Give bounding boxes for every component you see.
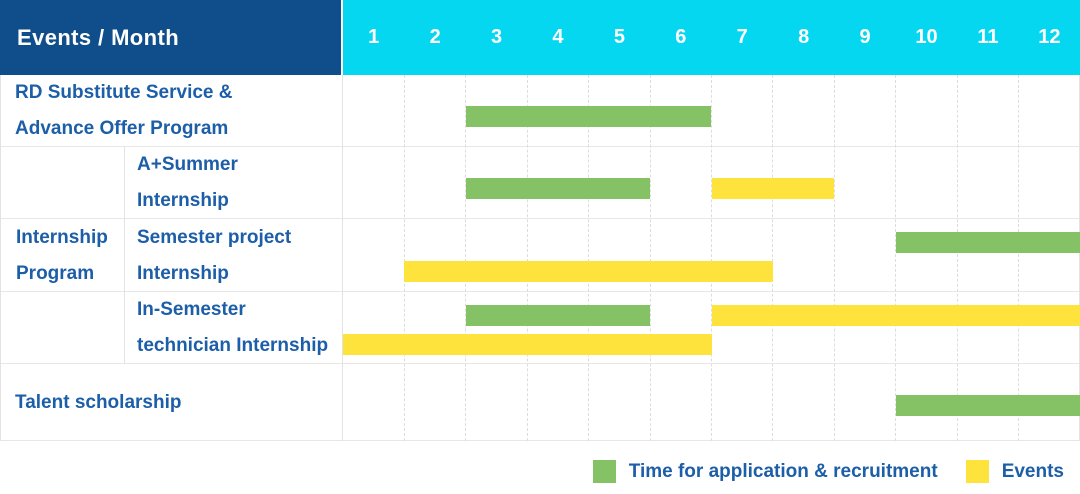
row-divider bbox=[0, 440, 1080, 441]
month-gridline bbox=[588, 75, 590, 441]
gantt-bar-application bbox=[465, 305, 651, 326]
row-label-line: Semester project bbox=[137, 226, 292, 248]
table-left-border bbox=[0, 75, 1, 441]
gantt-bar-events bbox=[404, 261, 773, 282]
row-label-line: Talent scholarship bbox=[15, 391, 182, 413]
row-label-line: A+Summer bbox=[137, 154, 238, 175]
row-divider bbox=[0, 363, 1080, 364]
row-divider bbox=[0, 146, 1080, 147]
month-gridline bbox=[649, 75, 651, 441]
legend-green-swatch bbox=[592, 460, 616, 483]
row-label-line: Internship bbox=[16, 226, 108, 248]
month-gridline bbox=[711, 75, 712, 441]
row-label: In-Semester technician Internship bbox=[124, 292, 343, 364]
group-column-divider bbox=[124, 147, 125, 364]
row-label-line: technician Internship bbox=[137, 335, 329, 356]
month-gridline bbox=[833, 75, 835, 441]
row-divider bbox=[0, 218, 1080, 219]
month-gridline bbox=[465, 75, 467, 441]
row-label-line: Internship bbox=[137, 262, 229, 284]
month-header-3: 3 bbox=[490, 26, 503, 48]
row-label: Semester project Internship bbox=[124, 219, 343, 292]
month-gridline bbox=[772, 75, 774, 441]
row-label-line: Advance Offer Program bbox=[15, 118, 229, 139]
legend-yellow-swatch bbox=[965, 460, 989, 483]
month-header-6: 6 bbox=[675, 26, 687, 48]
row-label-line: In-Semester bbox=[137, 299, 246, 320]
row-label: A+Summer Internship bbox=[124, 147, 343, 219]
month-gridline bbox=[895, 75, 897, 441]
gantt-bar-application bbox=[895, 395, 1080, 416]
month-gridline bbox=[403, 75, 405, 441]
month-header-9: 9 bbox=[859, 26, 871, 48]
gantt-bar-application bbox=[465, 178, 651, 199]
header-title: Events / Month bbox=[17, 24, 180, 50]
month-header-4: 4 bbox=[552, 26, 564, 48]
row-label-line: Internship bbox=[137, 190, 229, 211]
legend-label-application: Time for application & recruitment bbox=[628, 460, 938, 482]
row-label-line: RD Substitute Service & bbox=[15, 82, 233, 103]
month-header-8: 8 bbox=[798, 26, 810, 48]
month-gridline bbox=[526, 75, 528, 441]
legend: Time for application & recruitment Event… bbox=[0, 441, 1080, 494]
row-label: RD Substitute Service & Advance Offer Pro… bbox=[0, 75, 343, 147]
gantt-bar-events bbox=[711, 305, 1080, 326]
row-label-line: Program bbox=[16, 262, 95, 284]
row-group-label: Internship Program bbox=[0, 147, 124, 364]
month-header-row: 1 2 3 4 5 6 7 8 9 10 11 12 bbox=[343, 0, 1080, 75]
month-gridline bbox=[1018, 75, 1020, 441]
row-divider bbox=[0, 291, 1080, 292]
table-header-events-month: Events / Month bbox=[0, 0, 341, 75]
month-header-7: 7 bbox=[736, 26, 748, 48]
legend-label-events: Events bbox=[1001, 460, 1064, 482]
gantt-bar-application bbox=[895, 232, 1080, 253]
month-header-1: 1 bbox=[368, 26, 380, 48]
month-header-2: 2 bbox=[429, 26, 441, 48]
label-column-divider bbox=[342, 75, 343, 441]
month-header-11: 11 bbox=[977, 26, 999, 48]
month-header-10: 10 bbox=[915, 26, 938, 48]
row-label: Talent scholarship bbox=[0, 364, 343, 441]
month-header-5: 5 bbox=[613, 26, 625, 48]
month-header-12: 12 bbox=[1038, 26, 1061, 48]
gantt-bar-events bbox=[711, 178, 835, 199]
gantt-bar-application bbox=[465, 106, 712, 127]
gantt-bar-events bbox=[343, 334, 712, 355]
month-gridline bbox=[956, 75, 958, 441]
